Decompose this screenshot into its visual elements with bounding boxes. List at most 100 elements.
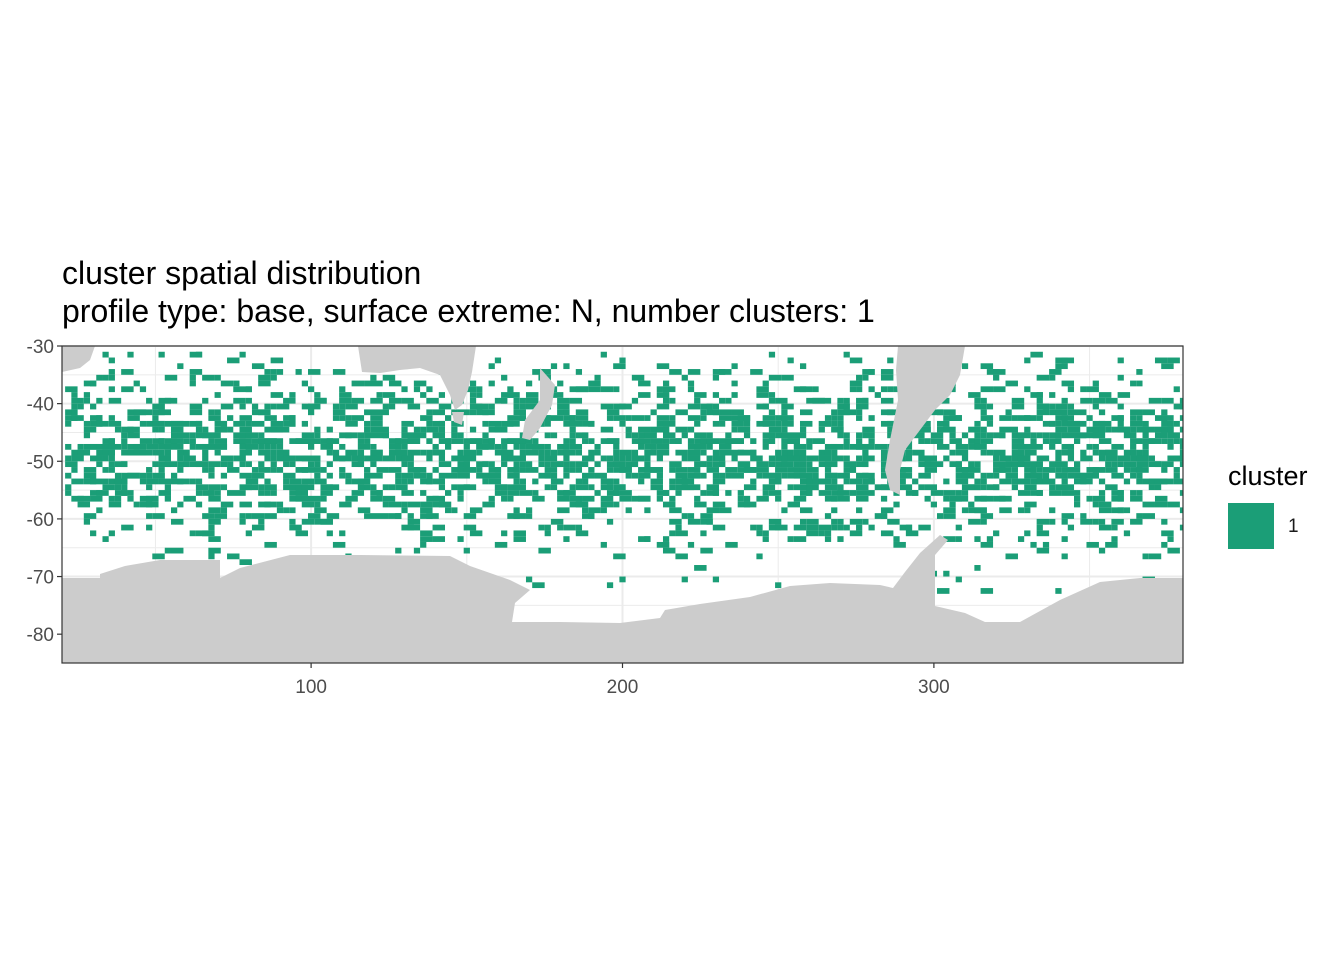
cluster-cell-876 (563, 449, 576, 456)
cluster-cell-1756 (1049, 420, 1056, 427)
cluster-cell-1898 (1123, 461, 1137, 468)
cluster-cell-272 (220, 443, 228, 450)
cluster-cell-1976 (1167, 426, 1174, 433)
cluster-cell-611 (420, 449, 427, 456)
cluster-cell-1444 (868, 438, 875, 444)
cluster-cell-91 (114, 495, 122, 502)
cluster-cell-1126 (700, 490, 707, 496)
cluster-cell-1086 (681, 432, 688, 439)
cluster-cell-635 (432, 443, 439, 450)
cluster-cell-1632 (980, 409, 987, 416)
cluster-cell-19 (71, 495, 84, 502)
cluster-cell-1325 (806, 490, 813, 496)
cluster-cell-966 (613, 455, 620, 462)
cluster-cell-220 (195, 420, 203, 427)
cluster-cell-1075 (675, 438, 682, 444)
cluster-cell-575 (401, 397, 414, 404)
cluster-cell-1061 (669, 369, 682, 375)
cluster-cell-394 (289, 420, 296, 427)
cluster-cell-1219 (756, 467, 769, 473)
cluster-cell-1902 (1123, 530, 1131, 537)
cluster-cell-868 (557, 495, 570, 502)
cluster-cell-837 (544, 420, 551, 427)
cluster-cell-1674 (999, 507, 1012, 514)
cluster-cell-1655 (993, 369, 1006, 375)
cluster-cell-904 (575, 467, 583, 473)
cluster-cell-1758 (1049, 438, 1062, 444)
cluster-cell-1545 (924, 472, 931, 479)
cluster-cell-1882 (1111, 536, 1118, 542)
cluster-cell-1101 (687, 455, 701, 462)
cluster-cell-1769 (1055, 415, 1068, 421)
cluster-cell-184 (170, 438, 184, 444)
cluster-cell-1411 (856, 386, 863, 393)
cluster-cell-660 (445, 472, 458, 479)
cluster-cell-235 (202, 449, 209, 456)
cluster-cell-576 (401, 420, 414, 427)
cluster-cell-1969 (1161, 518, 1168, 525)
cluster-cell-1081 (675, 490, 682, 496)
cluster-cell-601 (413, 386, 421, 393)
cluster-cell-1995 (1179, 403, 1183, 410)
cluster-cell-1070 (669, 507, 682, 514)
cluster-cell-1301 (799, 386, 813, 393)
cluster-cell-1265 (781, 403, 794, 410)
cluster-cell-1876 (1111, 472, 1124, 479)
cluster-cell-209 (189, 380, 196, 387)
cluster-cell-797 (519, 478, 526, 485)
cluster-cell-1536 (918, 484, 925, 491)
cluster-cell-479 (339, 443, 346, 450)
cluster-cell-799 (525, 380, 533, 387)
cluster-cell-1729 (1036, 397, 1043, 404)
cluster-cell-1005 (638, 426, 651, 433)
cluster-cell-984 (619, 576, 626, 583)
cluster-cell-1188 (731, 541, 738, 548)
cluster-cell-297 (239, 415, 252, 421)
cluster-cell-1903 (1130, 380, 1137, 387)
cluster-cell-174 (164, 449, 171, 456)
cluster-cell-895 (569, 495, 583, 502)
cluster-cell-1094 (687, 386, 695, 393)
cluster-cell-333 (258, 374, 271, 381)
cluster-cell-303 (239, 455, 246, 462)
cluster-cell-1356 (824, 530, 832, 537)
cluster-cell-740 (494, 443, 502, 450)
cluster-cell-13 (71, 409, 78, 416)
cluster-cell-431 (308, 443, 315, 450)
cluster-cell-453 (320, 490, 333, 496)
cluster-cell-1754 (1049, 403, 1056, 410)
cluster-cell-1924 (1136, 461, 1149, 468)
cluster-cell-1748 (1042, 472, 1050, 479)
cluster-cell-1405 (849, 467, 857, 473)
cluster-cell-529 (370, 461, 377, 468)
cluster-cell-888 (569, 426, 576, 433)
cluster-cell-360 (270, 369, 277, 375)
cluster-cell-67 (102, 536, 109, 542)
cluster-cell-1766 (1055, 363, 1068, 370)
cluster-cell-422 (301, 490, 308, 496)
cluster-cell-1986 (1173, 403, 1183, 410)
cluster-cell-68 (108, 357, 115, 364)
cluster-cell-1377 (837, 415, 844, 421)
cluster-cell-1185 (731, 455, 738, 462)
cluster-cell-534 (376, 392, 383, 398)
cluster-cell-668 (451, 432, 458, 439)
cluster-cell-27 (83, 392, 91, 398)
cluster-cell-1037 (656, 415, 670, 421)
cluster-cell-746 (501, 374, 508, 381)
cluster-cell-1890 (1117, 455, 1131, 462)
cluster-cell-1223 (756, 530, 763, 537)
cluster-cell-11 (71, 397, 84, 404)
cluster-cell-1999 (1179, 443, 1183, 450)
cluster-cell-495 (351, 397, 365, 404)
cluster-cell-1379 (837, 426, 844, 433)
cluster-cell-1751 (1049, 369, 1062, 375)
cluster-cell-1732 (1036, 415, 1043, 421)
cluster-cell-684 (457, 490, 464, 496)
cluster-cell-44 (90, 455, 103, 462)
cluster-cell-561 (388, 484, 396, 491)
cluster-cell-375 (276, 426, 290, 433)
cluster-cell-1373 (831, 524, 838, 531)
cluster-cell-1393 (843, 438, 850, 444)
cluster-cell-1165 (719, 449, 732, 456)
